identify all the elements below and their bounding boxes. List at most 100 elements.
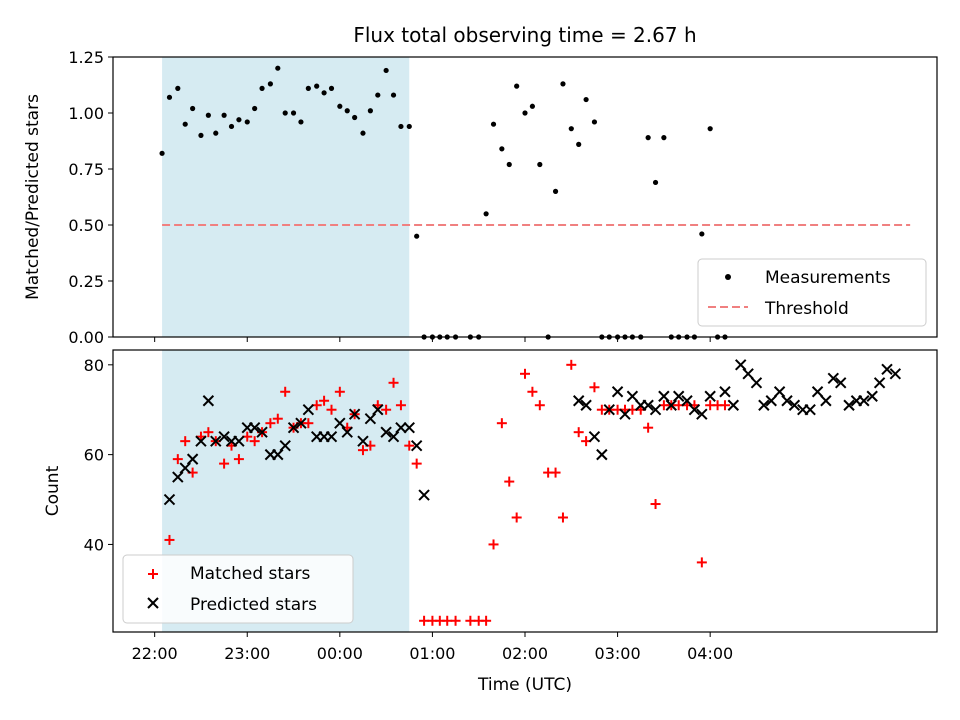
matched-star-point bbox=[481, 615, 492, 626]
predicted-star-point bbox=[727, 399, 740, 411]
measurement-point bbox=[522, 110, 528, 116]
top-observing-span bbox=[162, 57, 410, 337]
measurements-legend-marker bbox=[725, 274, 731, 280]
predicted-star-point bbox=[719, 386, 731, 398]
matched-star-point bbox=[557, 512, 568, 523]
predicted-star-point bbox=[758, 399, 770, 411]
measurement-point bbox=[267, 81, 273, 87]
measurement-point bbox=[383, 67, 389, 74]
measurement-point bbox=[506, 161, 512, 168]
bottom-y-tick-label: 80 bbox=[84, 356, 104, 375]
measurement-point bbox=[205, 112, 211, 118]
x-axis-label: Time (UTC) bbox=[477, 675, 572, 695]
x-tick-label: 22:00 bbox=[132, 644, 178, 663]
predicted-star-point bbox=[881, 363, 893, 376]
measurement-point bbox=[321, 90, 327, 96]
matched-star-point bbox=[520, 368, 530, 379]
bottom-legend: Matched stars Predicted stars bbox=[122, 554, 354, 624]
top-y-tick-label: 1.25 bbox=[68, 48, 104, 67]
predicted-star-point bbox=[611, 386, 624, 398]
x-tick-label: 00:00 bbox=[317, 644, 363, 663]
x-tick-label: 23:00 bbox=[224, 644, 270, 663]
predicted-star-point bbox=[642, 399, 654, 411]
bottom-y-tick-label: 40 bbox=[84, 535, 104, 554]
predicted-star-point bbox=[418, 489, 430, 501]
predicted-star-point bbox=[348, 408, 361, 420]
predicted-star-point bbox=[873, 377, 886, 389]
matched-star-point bbox=[272, 413, 283, 424]
predicted-star-point bbox=[325, 430, 338, 443]
matched-stars-series bbox=[164, 359, 730, 626]
measurement-point bbox=[499, 146, 505, 152]
matched-star-point bbox=[534, 400, 545, 411]
predicted-star-point bbox=[696, 408, 708, 420]
bottom-y-tick-label: 60 bbox=[84, 446, 104, 465]
x-tick-label: 04:00 bbox=[687, 644, 733, 663]
measurement-point bbox=[514, 83, 520, 89]
top-panel: 0.00 0.25 0.50 0.75 1.00 1.25 Flux total obse… bbox=[23, 23, 938, 347]
measurement-point bbox=[537, 161, 543, 168]
bottom-legend-box bbox=[122, 554, 354, 624]
predicted-star-point bbox=[334, 417, 346, 429]
predicted-star-point bbox=[866, 390, 878, 402]
matched-star-point bbox=[164, 534, 175, 545]
measurement-point bbox=[583, 96, 589, 103]
matched-star-point bbox=[550, 467, 561, 478]
matched-star-point bbox=[395, 400, 406, 411]
measurement-point bbox=[159, 150, 165, 156]
matched-star-point bbox=[249, 436, 260, 447]
predicted-star-point bbox=[287, 421, 300, 434]
x-tick-label: 03:00 bbox=[595, 644, 641, 663]
matched-star-point bbox=[303, 418, 314, 429]
predicted-star-point bbox=[596, 448, 608, 461]
predicted-star-point bbox=[364, 412, 377, 425]
predicted-star-point bbox=[302, 404, 315, 416]
measurement-point bbox=[414, 233, 420, 239]
measurement-point bbox=[576, 141, 582, 147]
matched-star-point bbox=[450, 615, 461, 626]
predicted-star-point bbox=[781, 395, 793, 407]
measurement-point bbox=[352, 114, 358, 121]
top-y-tick-label: 0.00 bbox=[68, 328, 104, 347]
bottom-x-ticks: 22:00 23:00 00:00 01:00 02:00 03:00 04:00 bbox=[132, 632, 733, 663]
top-legend: Measurements Threshold bbox=[697, 258, 927, 327]
measurement-point bbox=[305, 85, 311, 91]
predicted-star-point bbox=[665, 399, 677, 411]
predicted-star-point bbox=[387, 430, 400, 443]
predicted-star-point bbox=[341, 426, 353, 438]
matched-star-point bbox=[488, 539, 499, 550]
predicted-star-point bbox=[163, 493, 176, 506]
measurement-point bbox=[490, 121, 497, 127]
predicted-star-point bbox=[750, 377, 763, 389]
predicted-star-point bbox=[172, 471, 184, 483]
measurement-point bbox=[282, 110, 288, 116]
predicted-star-point bbox=[804, 404, 816, 416]
matched-star-point bbox=[527, 386, 538, 397]
legend-predicted-stars: Predicted stars bbox=[190, 595, 317, 615]
predicted-star-point bbox=[735, 359, 747, 371]
measurement-point bbox=[529, 103, 536, 109]
measurement-point bbox=[275, 65, 281, 71]
measurement-point bbox=[360, 130, 366, 136]
matched-star-point bbox=[219, 458, 230, 469]
matched-star-point bbox=[504, 476, 515, 487]
predicted-star-point bbox=[279, 439, 291, 452]
predicted-star-point bbox=[603, 404, 615, 416]
predicted-star-point bbox=[658, 390, 670, 402]
predicted-star-point bbox=[835, 377, 847, 389]
x-tick-label: 01:00 bbox=[409, 644, 455, 663]
measurement-point bbox=[314, 83, 320, 89]
predicted-star-point bbox=[588, 430, 601, 443]
predicted-star-point bbox=[572, 395, 585, 407]
measurement-point bbox=[591, 119, 598, 125]
matched-star-point bbox=[381, 404, 392, 415]
matched-star-point bbox=[566, 359, 577, 370]
measurement-point bbox=[552, 188, 559, 194]
measurement-point bbox=[175, 85, 181, 91]
predicted-star-point bbox=[681, 395, 693, 407]
predicted-star-point bbox=[272, 448, 284, 461]
x-tick-label: 02:00 bbox=[502, 644, 548, 663]
top-y-tick-label: 0.75 bbox=[68, 160, 104, 179]
matched-star-point bbox=[388, 377, 399, 388]
measurement-point bbox=[398, 123, 404, 130]
